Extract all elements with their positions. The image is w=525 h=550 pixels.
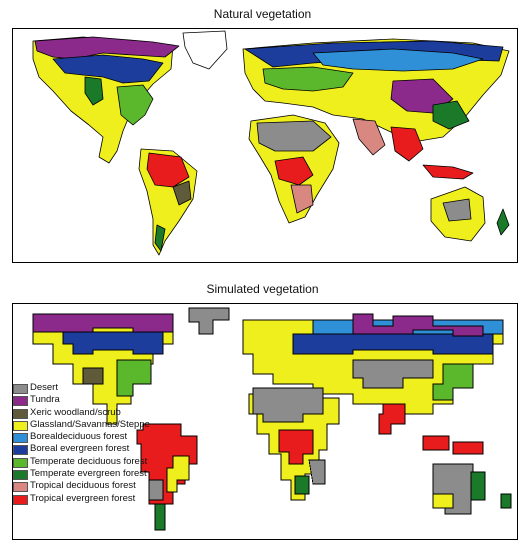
legend-swatch	[13, 396, 28, 407]
legend-swatch	[13, 445, 28, 456]
legend-label: Xeric woodland/scrub	[30, 406, 121, 418]
simulated-vegetation-map	[12, 303, 518, 540]
legend-swatch	[13, 408, 28, 419]
legend-label: Tundra	[30, 394, 60, 406]
legend-swatch	[13, 482, 28, 493]
simulated-vegetation-title: Simulated vegetation	[206, 282, 319, 296]
natural-vegetation-title: Natural vegetation	[213, 7, 312, 21]
legend-label: Borealdeciduous forest	[30, 431, 128, 443]
legend-label: Desert	[30, 382, 58, 393]
legend-swatch	[13, 457, 28, 468]
legend-label: Boreal evergreen forest	[30, 443, 130, 455]
natural-vegetation-map	[12, 28, 518, 263]
legend-swatch	[13, 433, 28, 444]
natural-vegetation-map-graphic	[32, 30, 510, 256]
legend-label: Tropical evergreen forest	[30, 492, 136, 504]
legend-swatch	[13, 494, 28, 505]
legend-swatch	[13, 420, 28, 431]
legend-label: Tropical deciduous forest	[30, 480, 136, 492]
legend-label: Glassland/Savannas/Steppe	[30, 418, 150, 430]
legend-label: Temperate deciduous forest	[30, 455, 148, 467]
legend-label: Temperate evergreen forest	[30, 468, 147, 480]
legend-swatch	[13, 384, 28, 394]
simulated-vegetation-map-graphic	[32, 307, 512, 531]
legend-swatch	[13, 470, 28, 481]
